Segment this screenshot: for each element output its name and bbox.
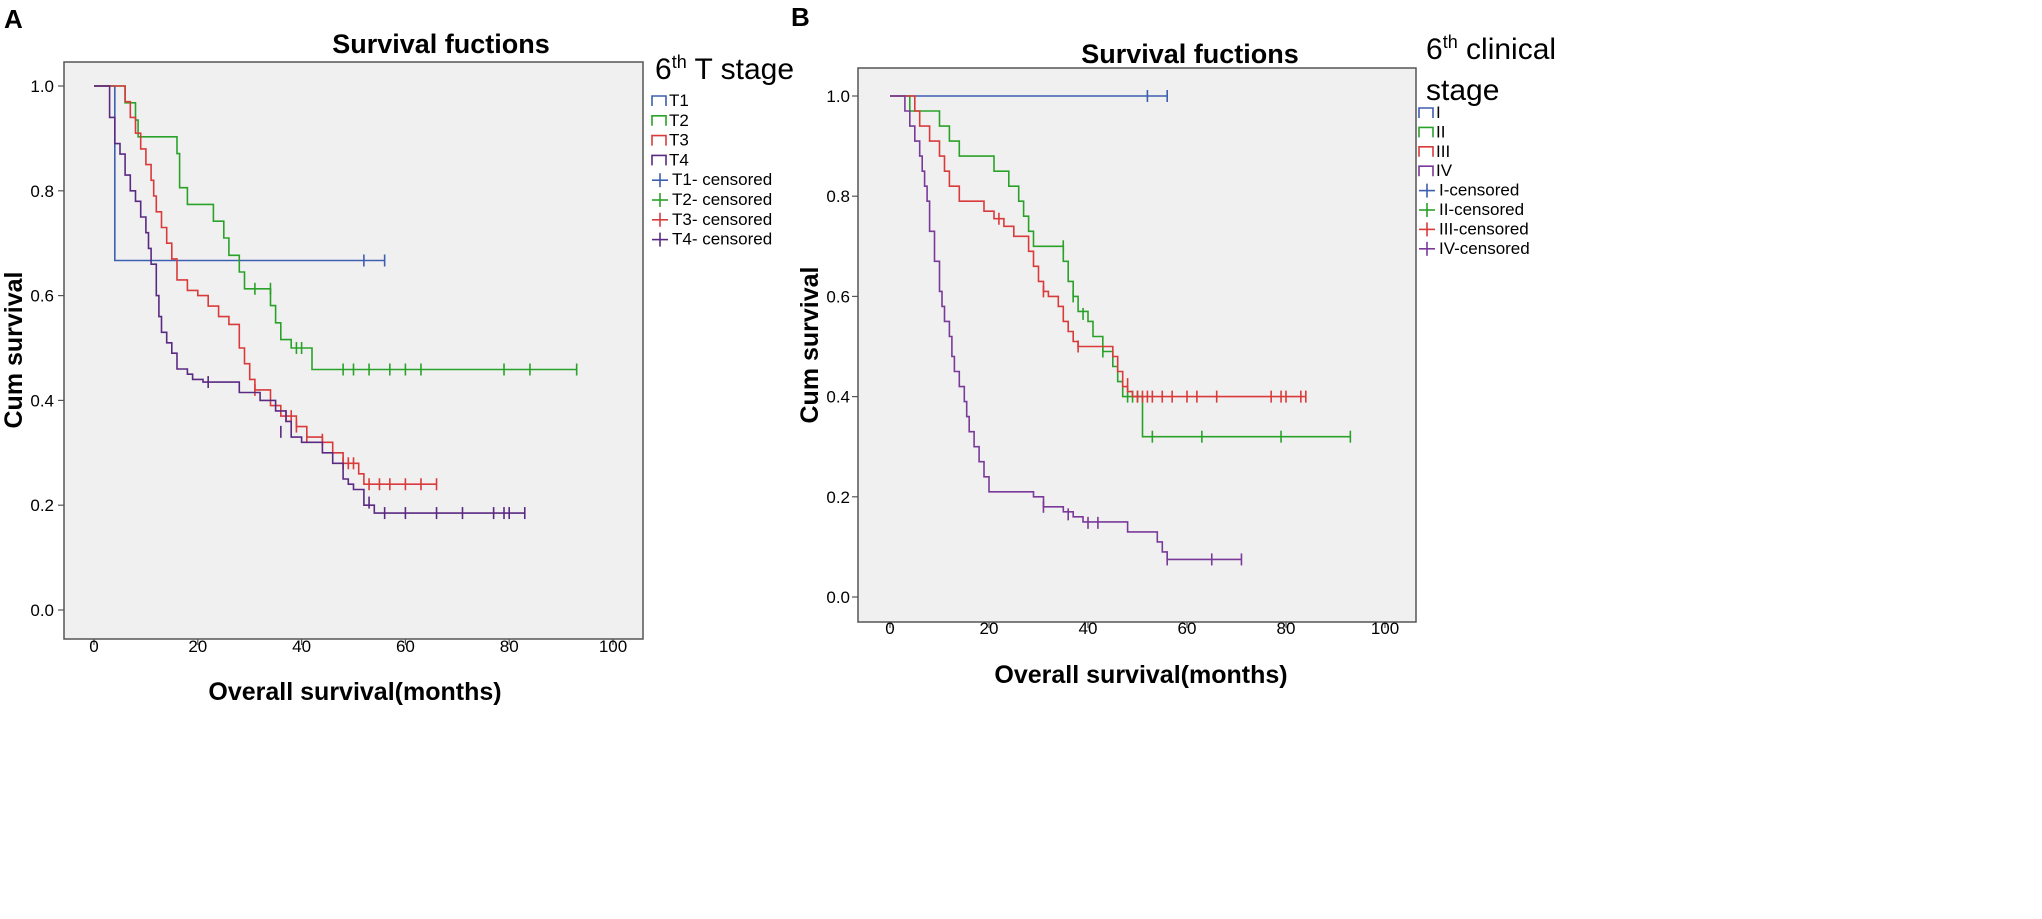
survival-curve-iii (890, 95, 1306, 398)
legend-censored-label-t1: T1- censored (672, 170, 772, 189)
x-tick-label: 100 (599, 637, 627, 656)
y-tick-label: 0.0 (30, 601, 54, 620)
x-tick-label: 20 (188, 637, 207, 656)
y-tick-label: 0.8 (30, 182, 54, 201)
survival-curve-t3 (94, 85, 437, 485)
plot-area-b (857, 67, 1417, 623)
y-tick-label: 0.2 (30, 496, 54, 515)
x-tick-label: 20 (980, 619, 999, 638)
legend-swatch-t1 (651, 95, 667, 106)
panel-letter-a: A (4, 4, 23, 34)
legend-censored-label-iii: III-censored (1439, 219, 1529, 238)
y-tick-label: 1.0 (30, 77, 54, 96)
legend-title-b-rest: clinical (1458, 33, 1556, 66)
x-tick-label: 80 (1277, 619, 1296, 638)
y-tick-label: 0.6 (826, 287, 850, 306)
legend-label-t4: T4 (669, 150, 689, 169)
x-tick-label: 0 (885, 619, 894, 638)
y-axis-label-b: Cum survival (796, 266, 824, 423)
x-axis-label-a: Overall survival(months) (208, 678, 501, 706)
y-tick-label: 0.6 (30, 287, 54, 306)
panel-a: A Survival fuctions 0 20 40 60 80 100 0.0 0.2 0.… (0, 4, 794, 706)
legend-title-b-main: 6 (1426, 33, 1443, 66)
y-tick-label: 0.8 (826, 187, 850, 206)
panel-b: B Survival fuctions 0 20 40 60 80 100 0.0 0.2 0.… (791, 2, 1556, 689)
legend-censored-label-ii: II-censored (1439, 200, 1524, 219)
legend-label-t3: T3 (669, 131, 689, 150)
legend-label-t2: T2 (669, 111, 689, 130)
axis-ticks-a: 0 20 40 60 80 100 0.0 0.2 0.4 0.6 0.8 1.0 (30, 77, 627, 656)
y-axis-label-a: Cum survival (0, 271, 28, 428)
x-tick-label: 40 (1079, 619, 1098, 638)
legend-censored-label-t3: T3- censored (672, 210, 772, 229)
legend-swatch-t3 (651, 134, 667, 146)
legend-label-iii: III (1436, 142, 1450, 161)
legend-swatch-t2 (651, 115, 667, 126)
legend-label-iv: IV (1436, 161, 1453, 180)
legend-title-a-sup: th (672, 52, 687, 72)
series-group-a (94, 85, 578, 520)
survival-curve-ii (890, 95, 1351, 438)
chart-title-a: Survival fuctions (332, 29, 550, 59)
y-tick-label: 1.0 (826, 87, 850, 106)
legend-label-t1: T1 (669, 91, 689, 110)
x-tick-label: 80 (500, 637, 519, 656)
x-axis-label-b: Overall survival(months) (994, 661, 1287, 689)
legend-swatch-ii (1418, 126, 1434, 138)
panel-letter-b: B (791, 2, 810, 32)
legend-swatch-iii (1418, 146, 1434, 157)
x-tick-label: 0 (89, 637, 98, 656)
legend-title-b-sup: th (1443, 32, 1458, 52)
legend-censored-label-iv: IV-censored (1439, 239, 1530, 258)
legend-label-i: I (1436, 103, 1441, 122)
plot-area-a (63, 61, 644, 640)
legend-title-a-main: 6 (655, 53, 672, 86)
chart-title-b: Survival fuctions (1081, 39, 1299, 69)
series-group-b (890, 90, 1352, 566)
legend-swatch-i (1418, 107, 1434, 118)
y-tick-label: 0.0 (826, 588, 850, 607)
y-tick-label: 0.4 (826, 388, 850, 407)
legend-b: 6th clinical stage IIIIIIIVI-censoredII-… (1418, 32, 1556, 258)
axis-ticks-b: 0 20 40 60 80 100 0.0 0.2 0.4 0.6 0.8 1.0 (826, 87, 1399, 638)
legend-title-b-line2: stage (1426, 74, 1499, 107)
y-tick-label: 0.4 (30, 391, 54, 410)
legend-title-a-rest: T stage (687, 53, 794, 86)
survival-curve-iv (890, 95, 1242, 561)
y-tick-label: 0.2 (826, 488, 850, 507)
x-tick-label: 100 (1371, 619, 1399, 638)
legend-label-ii: II (1436, 122, 1445, 141)
x-tick-label: 60 (1178, 619, 1197, 638)
legend-censored-label-i: I-censored (1439, 181, 1519, 200)
survival-curve-t4 (94, 85, 525, 514)
x-tick-label: 60 (396, 637, 415, 656)
x-tick-label: 40 (292, 637, 311, 656)
legend-censored-label-t4: T4- censored (672, 230, 772, 249)
legend-title-b: 6th clinical (1426, 32, 1556, 66)
legend-swatch-t4 (651, 154, 667, 166)
legend-title-a: 6th T stage (655, 52, 794, 86)
survival-curve-t2 (94, 85, 577, 371)
legend-censored-label-t2: T2- censored (672, 190, 772, 209)
legend-swatch-iv (1418, 165, 1434, 177)
